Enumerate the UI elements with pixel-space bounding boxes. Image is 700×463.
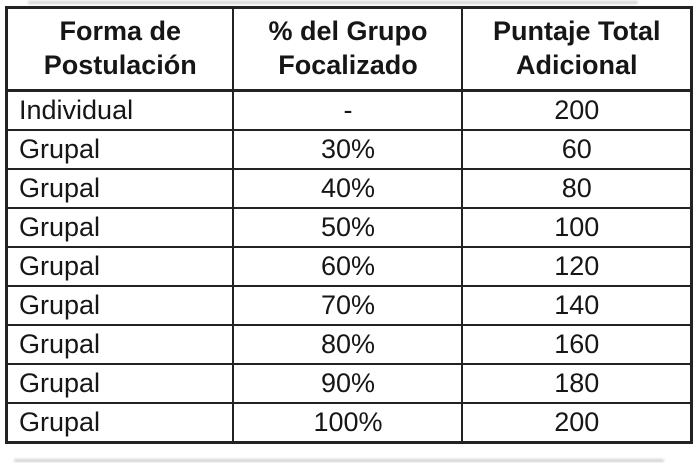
cell-forma-de-postulacion: Grupal (5, 246, 235, 287)
cell-grupo-focalizado: - (232, 89, 464, 131)
cell-puntaje-adicional: 100 (461, 207, 693, 248)
cell-grupo-focalizado: 50% (232, 207, 464, 248)
postulacion-score-table: Forma de Postulación % del Grupo Focaliz… (5, 6, 693, 444)
table-row: Grupal 40% 80 (5, 168, 693, 209)
header-line: Focalizado (278, 50, 418, 80)
cell-puntaje-adicional: 120 (461, 246, 693, 287)
header-line: Forma de (59, 16, 181, 46)
cell-puntaje-adicional: 140 (461, 285, 693, 326)
column-header-grupo-focalizado: % del Grupo Focalizado (232, 6, 464, 92)
cell-puntaje-adicional: 200 (461, 402, 693, 444)
scan-smudge-top (28, 1, 638, 4)
cell-puntaje-adicional: 80 (461, 168, 693, 209)
table-body: Individual -200 Grupal 30% 60 Grupal 40% 80 Grup… (5, 89, 693, 444)
cell-forma-de-postulacion: Individual (5, 89, 235, 131)
scan-smudge-bottom (14, 459, 664, 462)
cell-forma-de-postulacion: Grupal (5, 402, 235, 444)
cell-grupo-focalizado: 40% (232, 168, 464, 209)
header-line: Puntaje Total (492, 16, 661, 46)
cell-grupo-focalizado: 70% (232, 285, 464, 326)
cell-grupo-focalizado: 60% (232, 246, 464, 287)
cell-forma-de-postulacion: Grupal (5, 285, 235, 326)
cell-puntaje-adicional: 200 (461, 89, 693, 131)
cell-grupo-focalizado: 100% (232, 402, 464, 444)
cell-grupo-focalizado: 30% (232, 129, 464, 170)
table-row: Grupal 90% 180 (5, 363, 693, 404)
cell-forma-de-postulacion: Grupal (5, 207, 235, 248)
cell-puntaje-adicional: 60 (461, 129, 693, 170)
header-line: Postulación (43, 50, 197, 80)
column-header-puntaje-adicional: Puntaje Total Adicional (461, 6, 693, 92)
cell-puntaje-adicional: 180 (461, 363, 693, 404)
table-row: Grupal 70% 140 (5, 285, 693, 326)
table-row: Grupal 100% 200 (5, 402, 693, 444)
cell-puntaje-adicional: 160 (461, 324, 693, 365)
table-row: Grupal 50% 100 (5, 207, 693, 248)
header-line: % del Grupo (268, 16, 428, 46)
cell-forma-de-postulacion: Grupal (5, 168, 235, 209)
cell-grupo-focalizado: 80% (232, 324, 464, 365)
cell-forma-de-postulacion: Grupal (5, 363, 235, 404)
table-row: Individual -200 (5, 89, 693, 131)
cell-forma-de-postulacion: Grupal (5, 324, 235, 365)
header-line: Adicional (515, 50, 638, 80)
column-header-forma-de-postulacion: Forma de Postulación (5, 6, 235, 92)
cell-forma-de-postulacion: Grupal (5, 129, 235, 170)
table-row: Grupal 30% 60 (5, 129, 693, 170)
table-row: Grupal 80% 160 (5, 324, 693, 365)
table-row: Grupal 60% 120 (5, 246, 693, 287)
table-header: Forma de Postulación % del Grupo Focaliz… (5, 6, 693, 92)
header-row: Forma de Postulación % del Grupo Focaliz… (5, 6, 693, 92)
cell-grupo-focalizado: 90% (232, 363, 464, 404)
